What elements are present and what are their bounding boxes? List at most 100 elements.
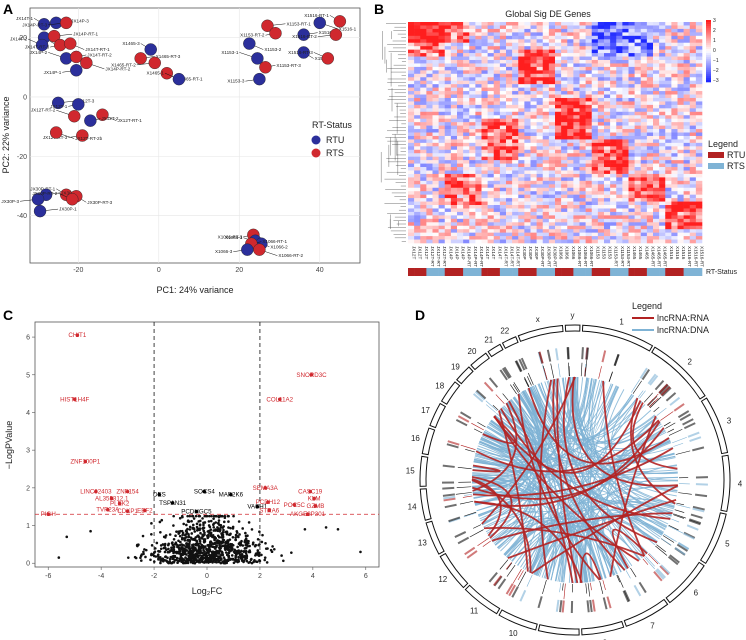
heatmap-cell	[457, 146, 464, 151]
volcano-point	[227, 545, 230, 549]
heatmap-cell	[463, 125, 470, 130]
heatmap-cell	[512, 63, 519, 68]
heatmap-cell	[420, 94, 427, 99]
heatmap-cell	[438, 42, 446, 47]
heatmap-cell	[548, 177, 556, 182]
heatmap-status-cell	[573, 268, 580, 276]
heatmap-cell	[493, 156, 501, 161]
heatmap-column-label: X1516	[675, 246, 680, 260]
heatmap-cell	[579, 73, 586, 78]
heatmap-cell	[585, 225, 593, 230]
heatmap-cell	[597, 91, 605, 95]
heatmap-cell	[444, 222, 452, 227]
heatmap-cell	[475, 91, 482, 95]
heatmap-cell	[653, 149, 660, 154]
heatmap-cell	[695, 49, 703, 54]
heatmap-cell	[585, 218, 593, 223]
heatmap-cell	[628, 139, 635, 144]
heatmap-cell	[457, 25, 464, 30]
heatmap-cell	[469, 59, 476, 64]
heatmap-cell	[665, 77, 672, 82]
heatmap-cell	[542, 35, 550, 40]
heatmap-cell	[591, 63, 599, 68]
heatmap-cell	[450, 56, 458, 61]
heatmap-cell	[493, 35, 501, 40]
heatmap-cell	[408, 142, 415, 147]
volcano-point	[228, 538, 232, 541]
heatmap-cell	[561, 59, 568, 64]
heatmap-cell	[585, 163, 593, 168]
heatmap-cell	[487, 205, 495, 209]
heatmap-cell	[579, 42, 586, 47]
heatmap-cell	[426, 225, 433, 230]
heatmap-cell	[536, 129, 544, 133]
volcano-point	[172, 514, 175, 518]
volcano-point	[206, 534, 209, 538]
heatmap-cell	[640, 28, 648, 33]
heatmap-cell	[457, 84, 464, 88]
heatmap-cell	[659, 73, 666, 78]
heatmap-cell	[677, 118, 684, 123]
heatmap-cell	[536, 77, 544, 82]
heatmap-cell	[622, 87, 629, 92]
heatmap-cell	[665, 63, 672, 68]
heatmap-cell	[493, 66, 501, 71]
volcano-point	[231, 527, 235, 530]
heatmap-cell	[469, 115, 476, 119]
heatmap-cell	[512, 146, 519, 151]
heatmap-cell	[634, 160, 642, 164]
heatmap-cell	[499, 215, 507, 220]
heatmap-cell	[481, 129, 488, 133]
heatmap-cell	[432, 53, 439, 57]
heatmap-cell	[561, 125, 568, 130]
heatmap-cell	[616, 239, 623, 244]
heatmap-cell	[512, 173, 519, 178]
heatmap-cell	[524, 167, 531, 171]
heatmap-cell	[665, 170, 672, 175]
heatmap-cell	[561, 122, 568, 126]
heatmap-cell	[426, 160, 433, 164]
heatmap-cell	[610, 211, 617, 216]
heatmap-cell	[469, 163, 476, 168]
heatmap-cell	[438, 239, 446, 244]
heatmap-cell	[542, 184, 550, 189]
heatmap-cell	[493, 218, 501, 223]
heatmap-cell	[585, 80, 593, 85]
volcano-point	[209, 543, 213, 547]
heatmap-cell	[567, 94, 574, 99]
heatmap-cell	[616, 173, 623, 178]
heatmap-cell	[536, 239, 544, 244]
heatmap-cell	[567, 125, 574, 130]
heatmap-cell	[457, 63, 464, 68]
heatmap-cell	[432, 222, 439, 227]
volcano-point	[254, 554, 257, 557]
heatmap-cell	[524, 115, 531, 119]
heatmap-cell	[542, 156, 550, 161]
heatmap-cell	[573, 177, 580, 182]
volcano-x-tick: 4	[311, 573, 315, 580]
gene-tick	[541, 364, 547, 381]
rna-link	[527, 387, 670, 465]
heatmap-cell	[444, 84, 452, 88]
heatmap-cell	[653, 46, 660, 50]
volcano-point	[153, 550, 157, 553]
heatmap-cell	[408, 122, 415, 126]
heatmap-cell	[487, 153, 495, 157]
heatmap-cell	[499, 177, 507, 182]
heatmap-cell	[457, 211, 464, 216]
heatmap-cell	[573, 118, 580, 123]
heatmap-cell	[518, 222, 525, 227]
heatmap-cell	[414, 42, 421, 47]
volcano-point	[182, 522, 186, 526]
heatmap-cell	[579, 187, 586, 192]
scale-tick: 1	[713, 38, 716, 44]
heatmap-cell	[567, 66, 574, 71]
heatmap-cell	[616, 22, 623, 26]
heatmap-cell	[414, 153, 421, 157]
gene-tick	[471, 422, 484, 431]
heatmap-cell	[579, 91, 586, 95]
heatmap-cell	[689, 46, 697, 50]
heatmap-cell	[585, 167, 593, 171]
heatmap-cell	[493, 97, 501, 102]
heatmap-cell	[457, 35, 464, 40]
